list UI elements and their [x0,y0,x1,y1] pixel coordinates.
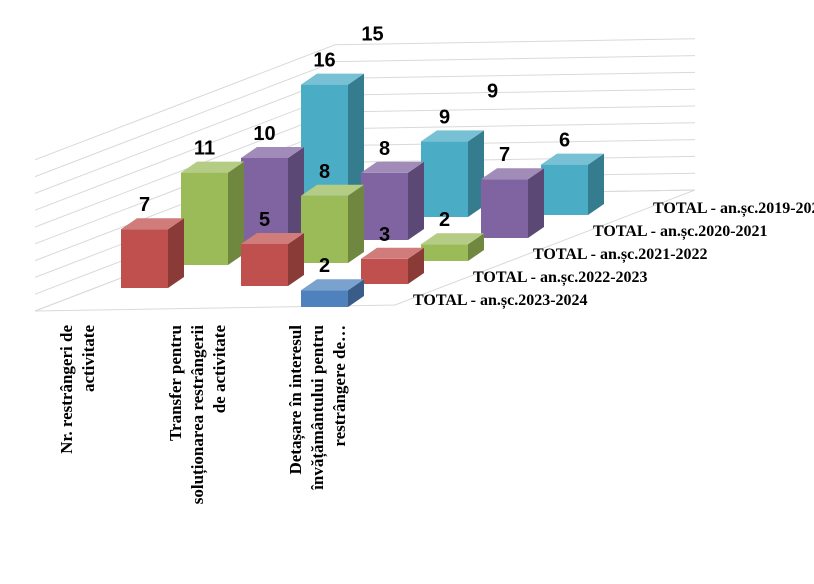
gridline [34,38,696,161]
category-label: învățământului pentru [308,325,328,491]
category-label: Transfer pentru [166,325,185,441]
data-label: 9 [439,106,450,128]
data-label: 7 [499,144,510,166]
bar-top [421,130,484,142]
data-label: 2 [439,209,450,231]
bar-top [121,218,184,230]
bar-front [481,179,528,238]
bar-side [348,184,364,263]
category-label: restrângere de… [330,325,349,447]
bar-top [361,161,424,173]
data-label: 8 [319,161,330,183]
bar-top [301,279,364,291]
bar [421,130,484,217]
bar-top [421,233,484,245]
bar [301,184,364,263]
category-label: activitate [79,325,98,392]
bar-side [348,73,364,219]
series-labels: TOTAL - an.șc.2023-2024 TOTAL - an.șc.202… [413,200,814,310]
bar-side [228,161,244,265]
bar-side [468,233,484,261]
data-label: 7 [139,194,150,216]
bar-top [361,247,424,259]
bar-front [301,195,348,263]
bar-front [361,258,408,284]
bar [301,279,364,307]
category-labels: Nr. restrângeri de activitate Transfer pen… [57,325,349,505]
bar-side [528,168,544,238]
gridline [34,55,696,178]
bar-side [348,279,364,307]
bar [421,233,484,261]
bar-top [481,168,544,180]
bar-side [408,161,424,240]
bar-front [121,229,168,288]
bar [241,147,304,242]
series-label: TOTAL - an.șc.2019-2020 [653,200,814,218]
data-label: 5 [259,209,270,231]
bar [481,168,544,238]
data-label: 16 [313,50,335,72]
bar-top [541,153,604,165]
bar [241,233,304,286]
bars [121,73,604,307]
data-label: 3 [379,224,390,246]
bar [361,161,424,240]
bar [121,218,184,288]
series-label: TOTAL - an.șc.2021-2022 [533,246,708,264]
bar-top [241,233,304,244]
value-labels: 7 11 10 16 15 5 8 8 9 9 2 3 2 7 6 [139,24,570,278]
bar-side [288,233,304,286]
category-label: de activitate [210,325,229,414]
data-label: 8 [379,138,390,160]
series-label: TOTAL - an.șc.2022-2023 [473,269,648,287]
data-label: 9 [487,80,498,102]
bar-side [168,218,184,288]
bar-front [361,172,408,240]
bar-top [301,73,364,85]
category-label: soluționarea restrângerii [188,325,208,505]
data-label: 10 [253,123,275,145]
bar-top [241,147,304,158]
bar-side [408,247,424,284]
bar-front [241,158,288,242]
data-label: 11 [194,138,215,160]
series-label: TOTAL - an.șc.2020-2021 [593,223,768,241]
series-label: TOTAL - an.șc.2023-2024 [413,292,588,310]
category-label: Nr. restrângeri de [57,325,76,454]
bar [541,153,604,215]
bar-front [181,172,228,265]
bar-front [301,290,348,307]
bar-front [421,244,468,261]
bar-top [181,161,244,173]
data-label: 2 [319,255,330,277]
bar-front [421,141,468,217]
bar-side [288,147,304,242]
bar-front [541,164,588,215]
category-label: Detașare în interesul [286,325,306,475]
data-label: 6 [559,130,570,152]
bar-side [588,153,604,215]
bar-front [241,244,288,286]
bar [181,161,244,265]
bar-top [301,184,364,196]
bar-side [468,130,484,217]
data-label: 15 [361,24,383,46]
bar [361,247,424,284]
